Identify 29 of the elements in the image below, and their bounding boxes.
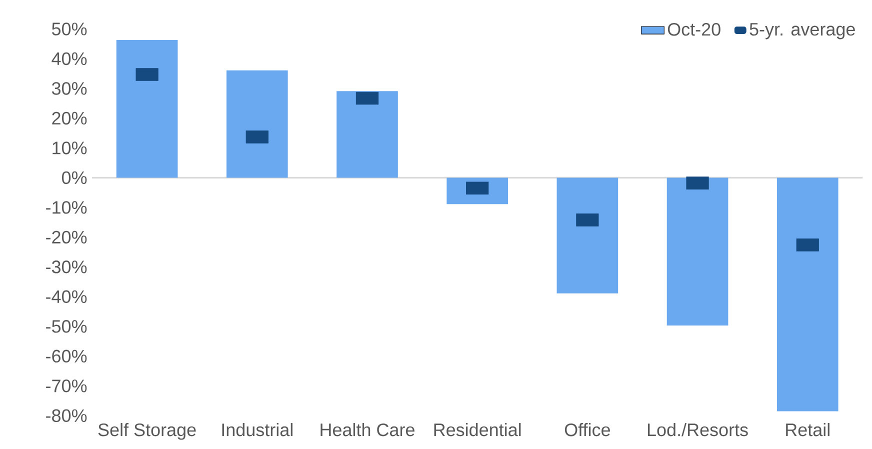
- y-tick-label: 20%: [52, 112, 87, 125]
- y-tick-label: 0%: [62, 171, 87, 184]
- y-tick-label: 40%: [52, 52, 87, 66]
- x-tick-label: Industrial: [222, 423, 292, 436]
- x-tick-label: Residential: [434, 423, 521, 436]
- y-tick-label: 30%: [52, 82, 87, 95]
- y-tick-label: -40%: [46, 290, 87, 304]
- y-tick-label: -20%: [46, 230, 87, 244]
- y-tick-label: -70%: [46, 380, 87, 392]
- y-tick-label: 10%: [52, 142, 87, 154]
- x-tick-label: Self Storage: [98, 423, 196, 440]
- bar: [116, 40, 178, 178]
- x-tick-label: Office: [564, 423, 610, 436]
- y-tick-label: -30%: [46, 260, 87, 274]
- y-tick-label: 50%: [52, 22, 87, 36]
- bar: [776, 178, 838, 412]
- bar: [226, 70, 288, 178]
- x-tick-label: Retail: [786, 423, 830, 436]
- x-tick-label: Health Care: [320, 423, 414, 436]
- y-tick-label: -10%: [46, 201, 87, 214]
- bar: [556, 178, 618, 294]
- x-tick-label: Lod./Resorts: [648, 423, 748, 436]
- y-tick-label: -50%: [46, 320, 87, 333]
- y-tick-label: -60%: [46, 350, 87, 363]
- legend-label: 5-yr. average: [750, 23, 855, 40]
- bar: [666, 178, 728, 326]
- bar: [336, 91, 398, 178]
- legend-label: Oct-20: [668, 22, 720, 36]
- y-tick-label: -80%: [46, 409, 87, 422]
